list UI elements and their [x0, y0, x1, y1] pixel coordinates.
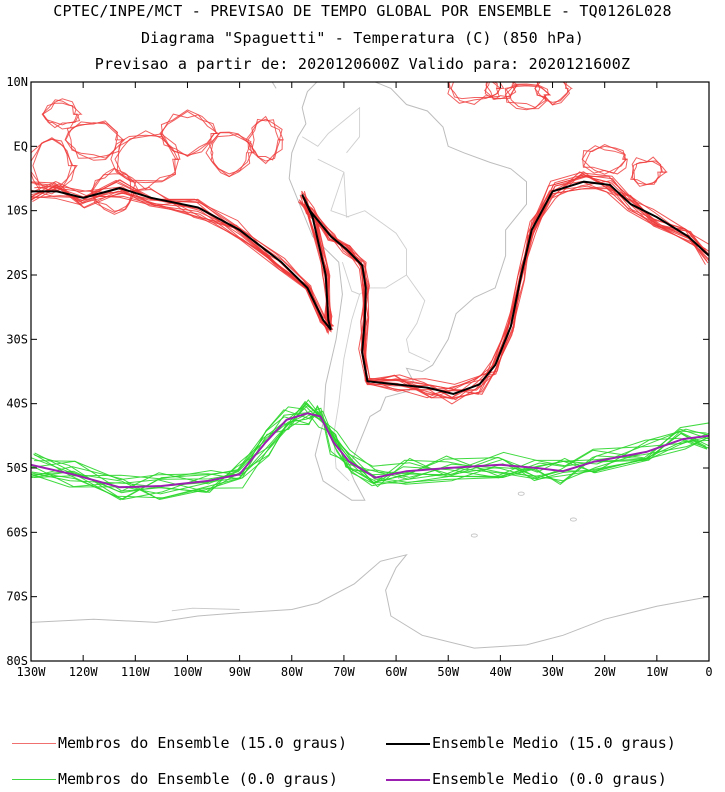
member-contour-15 [64, 121, 125, 159]
legend-item-mean-0: Ensemble Medio (0.0 graus) [386, 770, 667, 788]
plot-frame [30, 81, 710, 662]
member-contour-15 [504, 85, 551, 108]
member-contour-15 [534, 82, 569, 103]
coastline-caribbean [307, 21, 375, 31]
legend-label: Membros do Ensemble (0.0 graus) [58, 770, 338, 788]
member-contour-15 [42, 102, 78, 130]
x-tick-label: 120W [69, 665, 99, 679]
member-contour-15 [91, 173, 133, 214]
mean-line-15 [31, 180, 709, 396]
member-contour-15 [536, 82, 573, 106]
member-line-15 [31, 185, 709, 399]
chart-title-line-3: Previsao a partir de: 2020120600Z Valido… [94, 55, 631, 73]
chart-title-line-1: CPTEC/INPE/MCT - PREVISAO DE TEMPO GLOBA… [53, 2, 672, 20]
x-tick-label: 90W [229, 665, 251, 679]
country-border-4 [330, 171, 350, 218]
country-border-3 [301, 106, 361, 154]
legend-swatch-mean-15 [386, 742, 430, 745]
country-border-2 [385, 274, 431, 363]
y-tick-label: 50S [6, 461, 28, 475]
member-contour-15 [485, 82, 519, 100]
member-contour-15 [484, 82, 518, 100]
x-tick-label: 10W [646, 665, 668, 679]
x-tick-label: 0 [705, 665, 712, 679]
x-tick-label: 130W [17, 665, 47, 679]
member-contour-15 [245, 115, 284, 162]
member-contour-15 [32, 137, 78, 192]
member-line-0 [31, 410, 707, 493]
plot-area [31, 82, 709, 661]
member-contour-15 [581, 145, 627, 175]
member-contour-15 [447, 82, 502, 104]
member-contour-15 [247, 118, 283, 165]
y-tick-label: 20S [6, 268, 28, 282]
member-contour-15 [210, 133, 252, 175]
member-contour-15 [534, 82, 571, 106]
x-tick-label: 40W [490, 665, 512, 679]
legend-item-members-15: Membros do Ensemble (15.0 graus) [12, 734, 347, 752]
x-tick-label: 70W [333, 665, 355, 679]
x-tick-label: 60W [385, 665, 407, 679]
member-contour-15 [505, 83, 552, 110]
chart-title-line-2: Diagrama "Spaguetti" - Temperatura (C) (… [140, 29, 585, 47]
x-tick-label: 30W [542, 665, 564, 679]
member-contour-15 [205, 132, 255, 178]
legend-label: Membros do Ensemble (15.0 graus) [58, 734, 347, 752]
x-tick-label: 110W [121, 665, 151, 679]
y-tick-label: 60S [6, 525, 28, 539]
x-tick-label: 50W [437, 665, 459, 679]
member-contour-15 [159, 110, 218, 156]
y-tick-label: 40S [6, 397, 28, 411]
legend-label: Ensemble Medio (15.0 graus) [432, 734, 676, 752]
y-tick-label: 10S [6, 204, 28, 218]
y-tick-label: 80S [6, 654, 28, 668]
member-contour-15 [448, 82, 505, 105]
member-contour-15 [41, 99, 83, 126]
x-tick-label: 100W [173, 665, 203, 679]
member-contour-15 [251, 118, 283, 161]
x-tick-label: 80W [281, 665, 303, 679]
member-line-0 [34, 400, 707, 499]
y-tick-label: 10N [6, 75, 28, 89]
island-0 [517, 491, 525, 496]
legend-swatch-mean-0 [386, 778, 430, 781]
y-tick-label: EQ [14, 139, 28, 153]
legend-item-members-0: Membros do Ensemble (0.0 graus) [12, 770, 338, 788]
axis-ticks: 130W 120W 110W 100W 90W 80W 70W 60W 50W 40W 30W 20W… [6, 75, 712, 679]
x-tick-label: 20W [594, 665, 616, 679]
coastline-antarctica [31, 553, 709, 649]
member-contour-15 [91, 168, 140, 212]
member-contour-15 [160, 113, 220, 157]
y-tick-label: 30S [6, 332, 28, 346]
legend-swatch-members-0 [12, 779, 56, 780]
member-contour-15 [582, 144, 628, 175]
coastline-central-america [271, 82, 277, 89]
member-contour-15 [110, 134, 180, 184]
y-tick-label: 70S [6, 590, 28, 604]
legend-swatch-members-15 [12, 743, 56, 744]
country-border-1 [333, 261, 361, 482]
member-contour-15 [31, 138, 76, 195]
mean-line-0 [31, 412, 709, 489]
ice-shelf-outline [171, 607, 240, 612]
mean-lines-layer [31, 180, 709, 489]
member-contour-15 [160, 109, 218, 156]
legend-label: Ensemble Medio (0.0 graus) [432, 770, 667, 788]
island-2 [569, 517, 577, 522]
member-contour-15 [631, 156, 663, 186]
legend-item-mean-15: Ensemble Medio (15.0 graus) [386, 734, 676, 752]
member-contour-15 [114, 133, 181, 191]
island-3 [470, 533, 478, 538]
